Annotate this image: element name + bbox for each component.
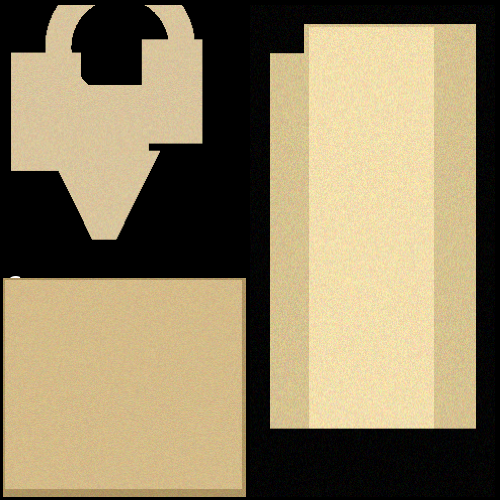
- Text: C: C: [8, 275, 22, 294]
- Text: B: B: [252, 5, 267, 24]
- Text: UT: UT: [62, 82, 78, 92]
- Text: E: E: [149, 91, 156, 101]
- Text: PPT: PPT: [446, 166, 466, 176]
- Text: P: P: [164, 136, 171, 146]
- Text: VD: VD: [119, 114, 135, 124]
- Text: MF: MF: [266, 51, 282, 61]
- Text: PPR: PPR: [254, 176, 275, 186]
- Text: Y: Y: [101, 199, 108, 209]
- Text: PS: PS: [254, 246, 268, 256]
- Text: EF: EF: [110, 86, 124, 96]
- Text: PRM: PRM: [176, 66, 200, 76]
- Text: SS: SS: [88, 55, 102, 65]
- Text: PPL: PPL: [254, 101, 274, 111]
- Text: V: V: [51, 161, 59, 171]
- Text: PP: PP: [459, 56, 472, 66]
- Text: PT: PT: [454, 18, 468, 28]
- Text: UV: UV: [6, 106, 22, 116]
- Text: PPP: PPP: [434, 259, 454, 269]
- Text: A: A: [8, 12, 22, 32]
